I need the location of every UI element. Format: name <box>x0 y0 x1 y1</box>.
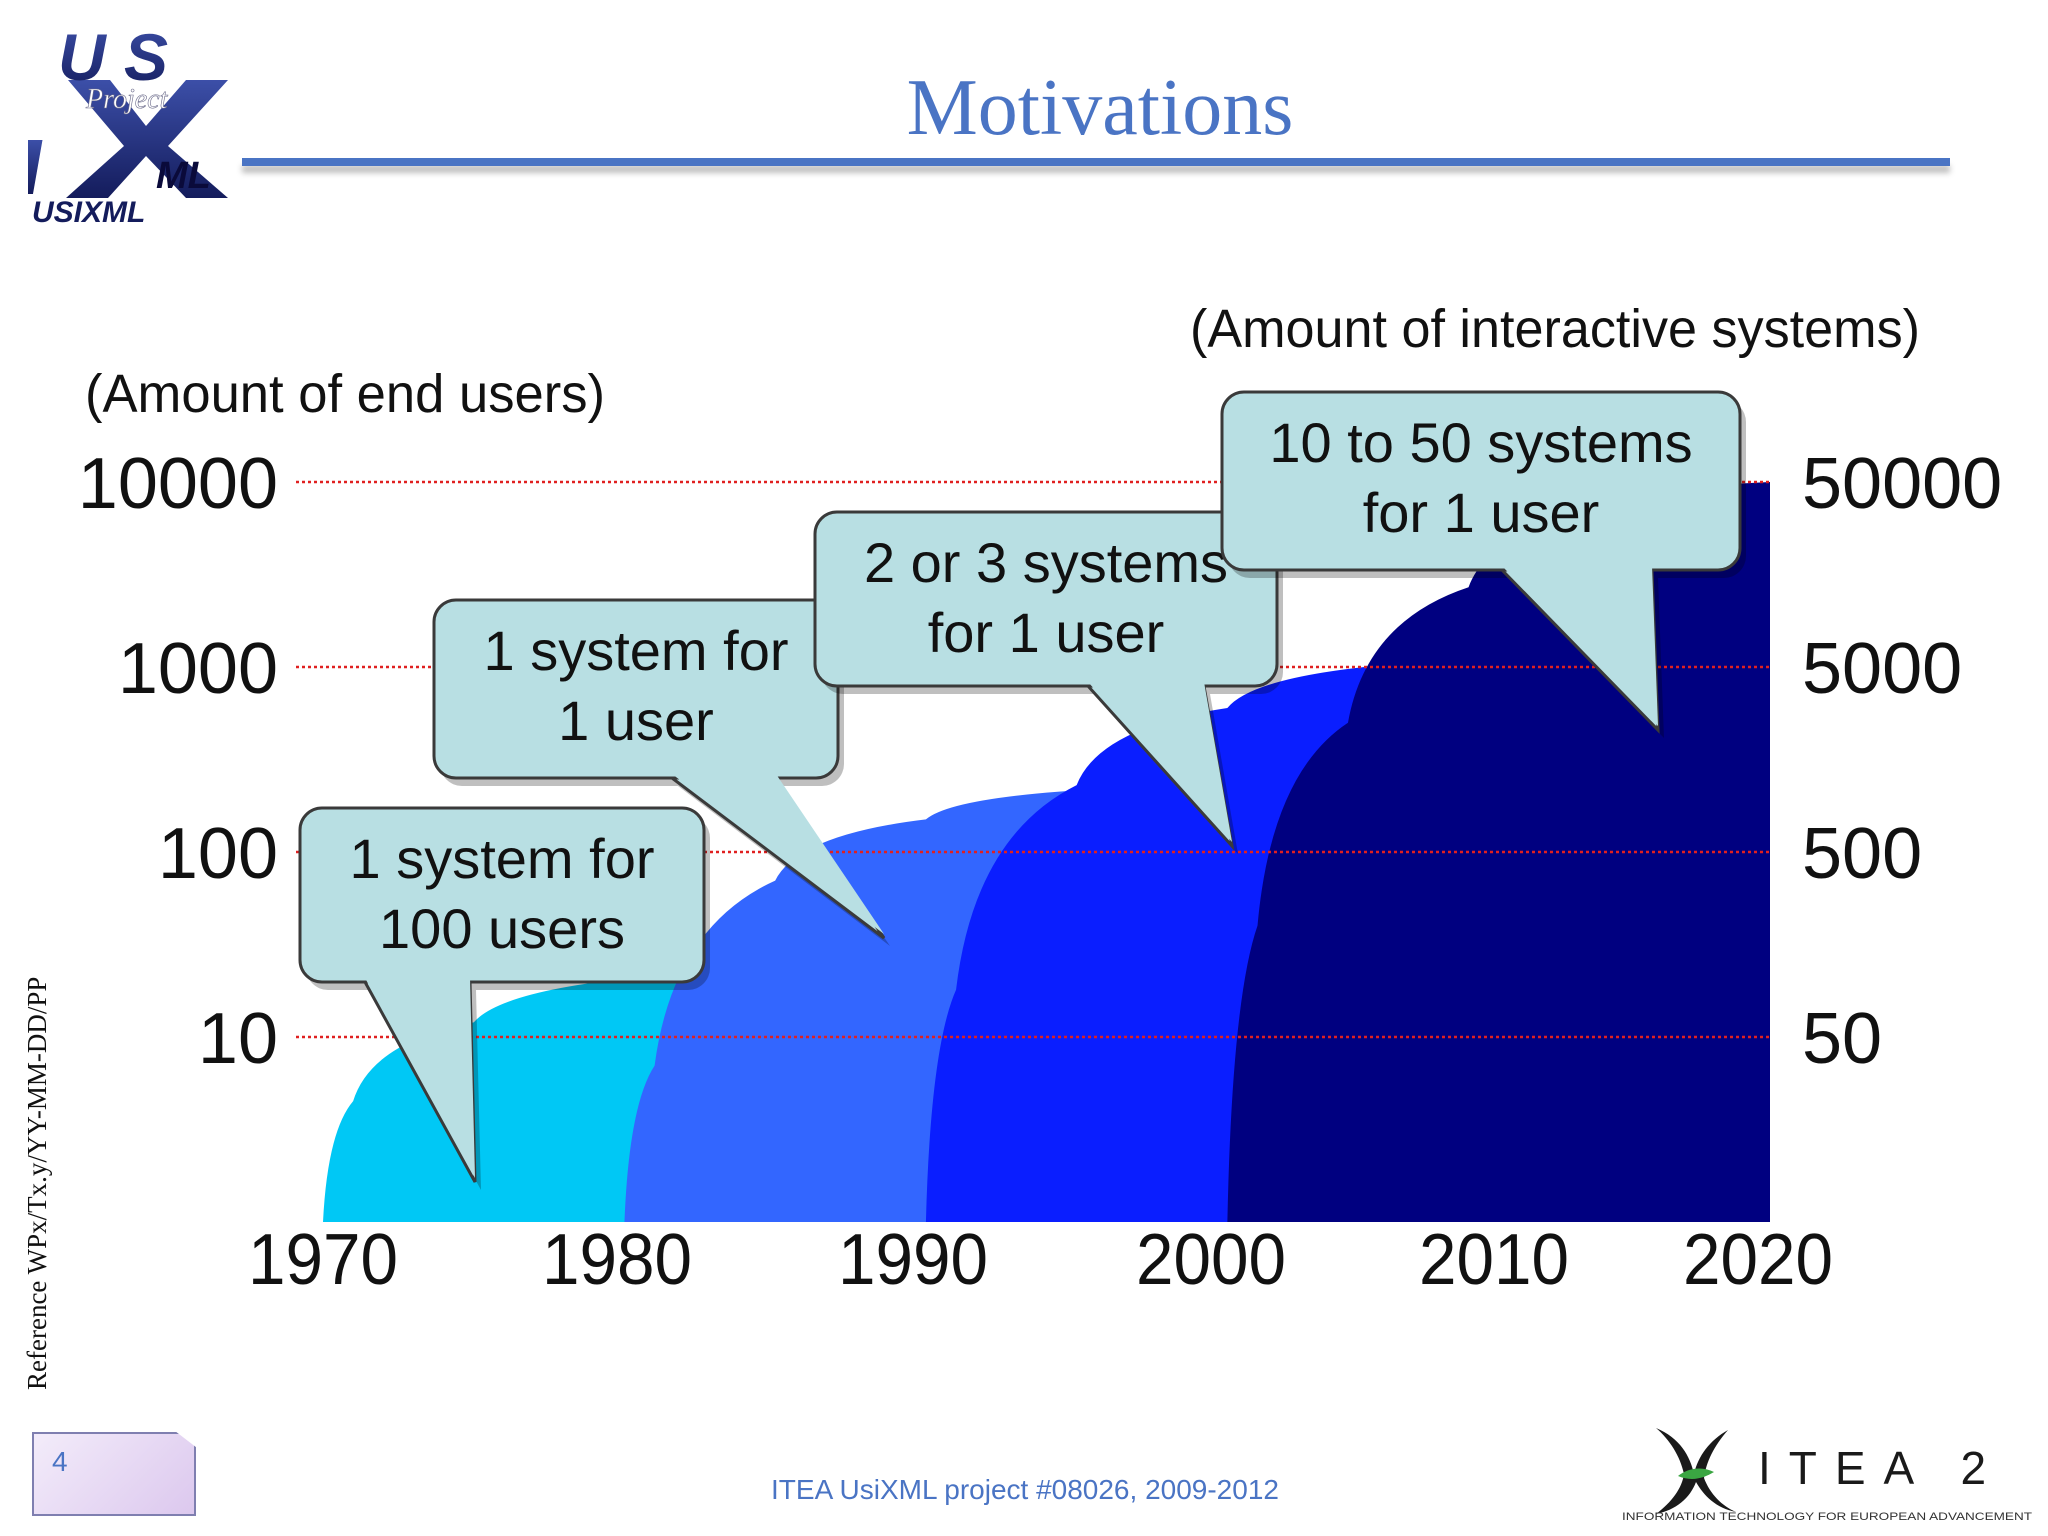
page-number: 4 <box>52 1446 68 1477</box>
x-tick-2020: 2020 <box>1683 1220 1833 1300</box>
itea-tagline: INFORMATION TECHNOLOGY FOR EUROPEAN ADVA… <box>1622 1511 2032 1523</box>
itea-wordmark: ITEA 2 <box>1758 1442 2004 1494</box>
callout-3: 2 or 3 systems for 1 user <box>813 510 1283 854</box>
callout-2-line-1: 1 system for <box>484 619 789 682</box>
itea2-logo: ITEA 2 INFORMATION TECHNOLOGY FOR EUROPE… <box>1622 1428 2032 1523</box>
logo-letters-bottom: ML <box>156 155 211 197</box>
page-number-box <box>32 1432 196 1516</box>
callouts: 1 system for 100 users 1 system for 1 user 2… <box>298 390 1746 1190</box>
y-right-tick-50000: 50000 <box>1802 444 2002 524</box>
callout-4: 10 to 50 systems for 1 user <box>1220 390 1746 738</box>
y-right-tick-5000: 5000 <box>1802 629 1962 709</box>
y-right-tick-50: 50 <box>1802 999 1882 1079</box>
y-right-label: (Amount of interactive systems) <box>1190 299 1920 359</box>
axis-labels: (Amount of end users) (Amount of interac… <box>85 299 1920 424</box>
logo-letters-top: U S <box>58 20 168 94</box>
x-tick-2010: 2010 <box>1419 1220 1569 1300</box>
x-tick-1980: 1980 <box>542 1220 692 1300</box>
reference-text: Reference WPx/Tx.y/YY-MM-DD/PP <box>22 976 52 1390</box>
y-left-tick-100: 100 <box>158 814 278 894</box>
callout-2-line-2: 1 user <box>558 689 714 752</box>
callout-2: 1 system for 1 user <box>432 598 890 946</box>
logo-script: Project <box>85 84 169 115</box>
title-underline <box>242 158 1950 166</box>
y-left-tick-10000: 10000 <box>78 444 278 524</box>
callout-1-line-2: 100 users <box>379 897 625 960</box>
footer-text: ITEA UsiXML project #08026, 2009-2012 <box>771 1474 1279 1505</box>
callout-4-line-1: 10 to 50 systems <box>1269 411 1692 474</box>
callout-4-line-2: for 1 user <box>1363 481 1600 544</box>
x-tick-2000: 2000 <box>1136 1220 1286 1300</box>
y-left-label: (Amount of end users) <box>85 364 605 424</box>
callout-1-line-1: 1 system for <box>350 827 655 890</box>
callout-3-line-1: 2 or 3 systems <box>864 531 1228 594</box>
logo-letter-i <box>28 140 43 194</box>
tick-labels: 10 100 1000 10000 50 500 5000 50000 1970 1980 1990… <box>78 444 2002 1300</box>
y-left-tick-10: 10 <box>198 999 278 1079</box>
logo-x-shape <box>66 80 228 198</box>
x-tick-1970: 1970 <box>248 1220 398 1300</box>
x-tick-1990: 1990 <box>838 1220 988 1300</box>
logo-name: USIXML <box>32 196 145 228</box>
page-title: Motivations <box>906 64 1294 152</box>
usixml-logo: U S Project ML USIXML <box>28 20 228 228</box>
itea-x-icon <box>1656 1428 1736 1514</box>
y-left-tick-1000: 1000 <box>118 629 278 709</box>
callout-3-line-2: for 1 user <box>928 601 1165 664</box>
y-right-tick-500: 500 <box>1802 814 1922 894</box>
callout-1: 1 system for 100 users <box>298 806 710 1190</box>
